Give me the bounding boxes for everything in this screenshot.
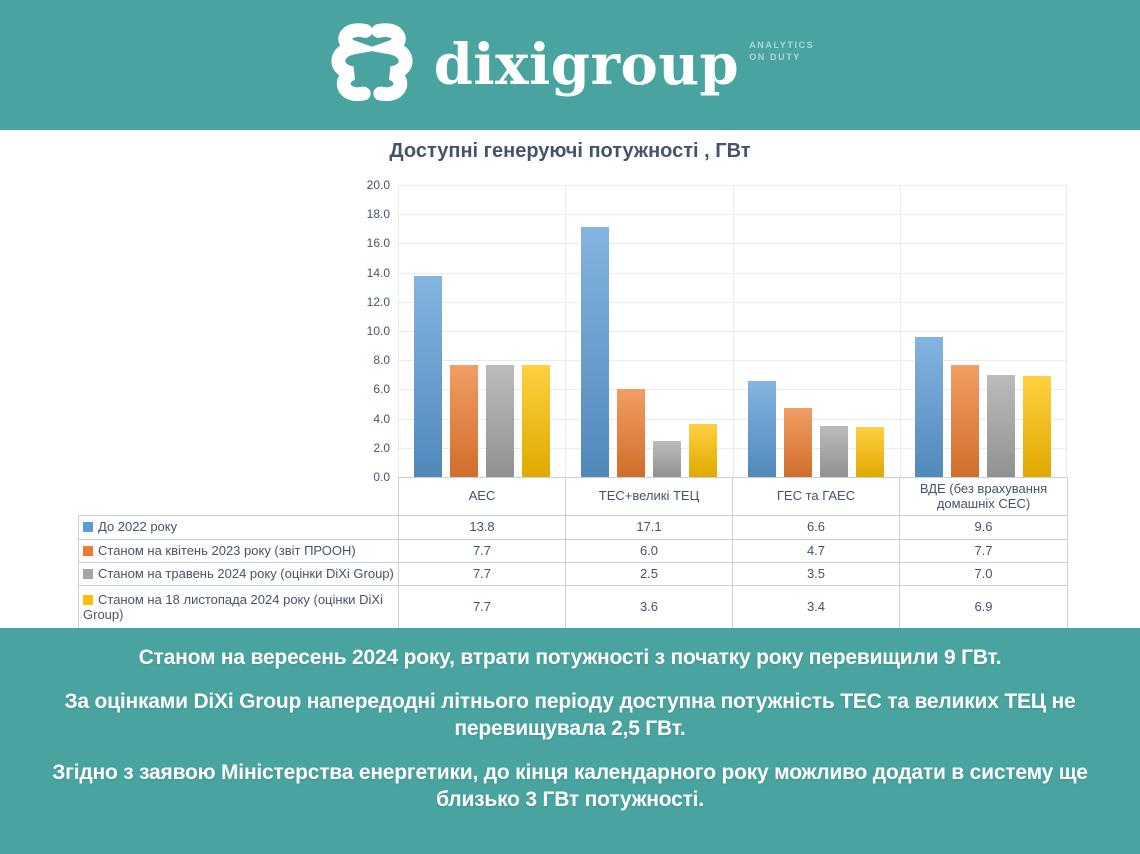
y-tick-label: 14.0 (366, 265, 390, 280)
data-table-body: АЕС ТЕС+великі ТЕЦ ГЕС та ГАЕС ВДЕ (без вра… (78, 477, 1068, 630)
legend-swatch (83, 568, 93, 579)
category-label: ТЕС+великі ТЕЦ (565, 477, 733, 516)
category-separator-line (732, 185, 734, 477)
y-tick-label: 18.0 (366, 207, 390, 222)
y-tick-label: 8.0 (373, 353, 390, 368)
chart-bar (652, 440, 681, 477)
legend-label: Станом на травень 2024 року (оцінки DiXi… (98, 565, 394, 581)
category-label: ВДЕ (без врахування домашніх СЕС) (899, 477, 1068, 516)
chart-bar (688, 424, 717, 477)
bar-group (900, 185, 1067, 477)
bar-group (565, 185, 732, 477)
chart-section: Доступні генеруючі потужності , ГВт 20.0… (0, 130, 1140, 630)
table-row: Станом на квітень 2023 року (звіт ПРООН)… (78, 539, 1068, 563)
logo-tagline-line2: ON DUTY (749, 52, 801, 62)
chart-bar (987, 374, 1016, 477)
value-cell: 2.5 (565, 562, 733, 586)
category-separator-line (565, 185, 567, 477)
chart-bar (784, 408, 813, 477)
value-cell: 7.7 (398, 539, 566, 563)
legend-swatch (83, 522, 93, 533)
value-cell: 17.1 (565, 515, 733, 540)
legend-cell: Станом на квітень 2023 року (звіт ПРООН) (78, 539, 399, 563)
logo-tagline: ANALYTICS ON DUTY (749, 40, 814, 63)
dixigroup-logo: dixigroup ANALYTICS ON DUTY (326, 19, 815, 111)
y-tick-label: 4.0 (373, 411, 390, 426)
chart-bar (748, 380, 777, 477)
top-banner: dixigroup ANALYTICS ON DUTY (0, 0, 1140, 130)
chart-bar (820, 425, 849, 477)
value-cell: 7.7 (899, 539, 1068, 563)
footer-paragraph-2: За оцінками DiXi Group напередодні літнь… (64, 689, 1076, 740)
table-header-row: АЕС ТЕС+великі ТЕЦ ГЕС та ГАЕС ВДЕ (без вра… (79, 477, 1068, 516)
chart-bar (580, 227, 609, 477)
table-row: Станом на 18 листопада 2024 року (оцінки… (78, 585, 1068, 630)
chart-bar (915, 336, 944, 477)
chart-bar (485, 364, 514, 477)
value-cell: 6.6 (732, 515, 900, 540)
value-cell: 9.6 (899, 515, 1068, 540)
data-table: АЕС ТЕС+великі ТЕЦ ГЕС та ГАЕС ВДЕ (без вра… (78, 477, 1068, 630)
table-row: До 2022 року 13.8 17.1 6.6 9.6 (78, 515, 1068, 540)
category-separator-line (398, 185, 399, 477)
legend-label: Станом на 18 листопада 2024 року (оцінки… (83, 591, 383, 622)
footer-paragraph-1: Станом на вересень 2024 року, втрати пот… (138, 646, 1002, 669)
legend-label: До 2022 року (98, 519, 178, 535)
category-separator-line (1066, 185, 1067, 477)
table-row: Станом на травень 2024 року (оцінки DiXi… (78, 562, 1068, 586)
bar-group (733, 185, 900, 477)
value-cell: 3.4 (732, 585, 900, 630)
value-cell: 4.7 (732, 539, 900, 563)
value-cell: 3.6 (565, 585, 733, 630)
chart-bar (616, 389, 645, 477)
plot-area (398, 185, 1067, 477)
value-cell: 13.8 (398, 515, 566, 540)
bottom-banner: Станом на вересень 2024 року, втрати пот… (0, 628, 1140, 854)
legend-cell: До 2022 року (78, 515, 399, 540)
footer-paragraph-3: Згідно з заявою Міністерства енергетики,… (52, 760, 1088, 811)
category-label: ГЕС та ГАЕС (732, 477, 900, 516)
value-cell: 3.5 (732, 562, 900, 586)
legend-swatch (83, 545, 93, 556)
chart-bar (413, 275, 442, 477)
y-tick-label: 12.0 (366, 294, 390, 309)
y-axis: 20.0 18.0 16.0 14.0 12.0 10.0 8.0 6.0 4.0 2.0 0.0 (0, 178, 390, 484)
y-tick-label: 20.0 (366, 178, 390, 192)
y-tick-label: 6.0 (373, 382, 390, 397)
chart-title: Доступні генеруючі потужності , ГВт (389, 140, 751, 162)
legend-cell: Станом на травень 2024 року (оцінки DiXi… (78, 562, 399, 586)
chart-bar (449, 364, 478, 477)
value-cell: 7.0 (899, 562, 1068, 586)
legend-cell: Станом на 18 листопада 2024 року (оцінки… (78, 585, 399, 630)
y-tick-label: 10.0 (366, 324, 390, 338)
chart-bar (856, 427, 885, 477)
chart-bar (951, 364, 980, 477)
bar-chart: 20.0 18.0 16.0 14.0 12.0 10.0 8.0 6.0 4.0 2.0 0.0 (0, 178, 1140, 484)
legend-label: Станом на квітень 2023 року (звіт ПРООН) (98, 542, 356, 558)
y-tick-label: 2.0 (373, 440, 390, 455)
value-cell: 6.9 (899, 585, 1068, 630)
legend-swatch (83, 594, 93, 605)
dixigroup-brain-icon (331, 23, 413, 102)
value-cell: 7.7 (398, 562, 566, 586)
logo-wordmark: dixigroup (433, 32, 740, 98)
category-separator-line (899, 185, 901, 477)
chart-bar (521, 364, 550, 477)
bar-group (398, 185, 565, 477)
category-label: АЕС (398, 477, 566, 516)
y-tick-label: 0.0 (373, 470, 390, 484)
value-cell: 6.0 (565, 539, 733, 563)
chart-bar (1023, 376, 1052, 477)
y-tick-label: 16.0 (366, 236, 390, 251)
logo-tagline-line1: ANALYTICS (749, 40, 815, 51)
value-cell: 7.7 (398, 585, 566, 630)
